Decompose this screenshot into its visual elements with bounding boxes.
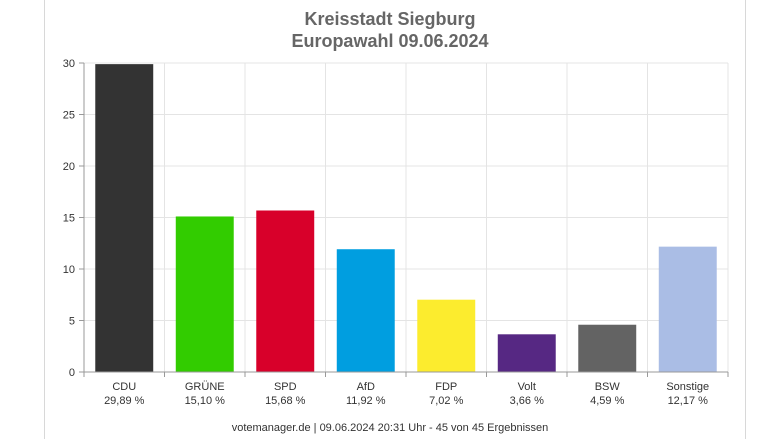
footer-source: votemanager.de | 09.06.2024 20:31 Uhr - … xyxy=(231,422,549,434)
data-label: 12,17 % xyxy=(668,395,709,407)
bars xyxy=(95,64,717,373)
labels: 0 5 10 15 20 25 30 CDU 29,89 % GRÜNE 15,10 % SPD 15,… xyxy=(63,58,709,407)
data-label: 15,10 % xyxy=(185,395,226,407)
bar-spd xyxy=(256,210,315,372)
data-label: 29,89 % xyxy=(104,395,145,407)
chart-frame xyxy=(44,0,746,439)
data-label: 11,92 % xyxy=(346,395,386,407)
x-tick-label: Volt xyxy=(518,381,536,393)
y-tick-label: 5 xyxy=(69,316,75,328)
y-tick-label: 0 xyxy=(69,367,75,379)
axes xyxy=(79,62,729,377)
x-tick-label: FDP xyxy=(435,381,457,393)
data-label: 7,02 % xyxy=(429,395,463,407)
bar-volt xyxy=(497,334,556,372)
x-tick-label: SPD xyxy=(274,381,297,393)
x-tick-label: GRÜNE xyxy=(185,381,225,393)
y-tick-label: 15 xyxy=(63,213,75,225)
y-tick-label: 30 xyxy=(63,58,75,70)
bar-bsw xyxy=(578,324,637,372)
y-tick-label: 25 xyxy=(63,110,75,122)
chart-title: Kreisstadt Siegburg Europawahl 09.06.202… xyxy=(0,8,780,52)
y-tick-label: 10 xyxy=(63,264,75,276)
bar-afd xyxy=(336,249,395,372)
bar-grüne xyxy=(175,216,234,372)
data-label: 3,66 % xyxy=(510,395,544,407)
data-label: 15,68 % xyxy=(265,395,306,407)
x-tick-label: BSW xyxy=(595,381,621,393)
data-label: 4,59 % xyxy=(590,395,624,407)
bar-sonstige xyxy=(658,246,717,372)
bar-cdu xyxy=(95,64,154,373)
y-tick-label: 20 xyxy=(63,161,75,173)
x-tick-label: AfD xyxy=(357,381,375,393)
x-tick-label: CDU xyxy=(112,381,136,393)
bar-fdp xyxy=(417,299,476,372)
chart-title-line-1: Kreisstadt Siegburg xyxy=(304,9,476,29)
chart-title-line-2: Europawahl 09.06.2024 xyxy=(291,31,489,51)
x-tick-label: Sonstige xyxy=(666,381,709,393)
